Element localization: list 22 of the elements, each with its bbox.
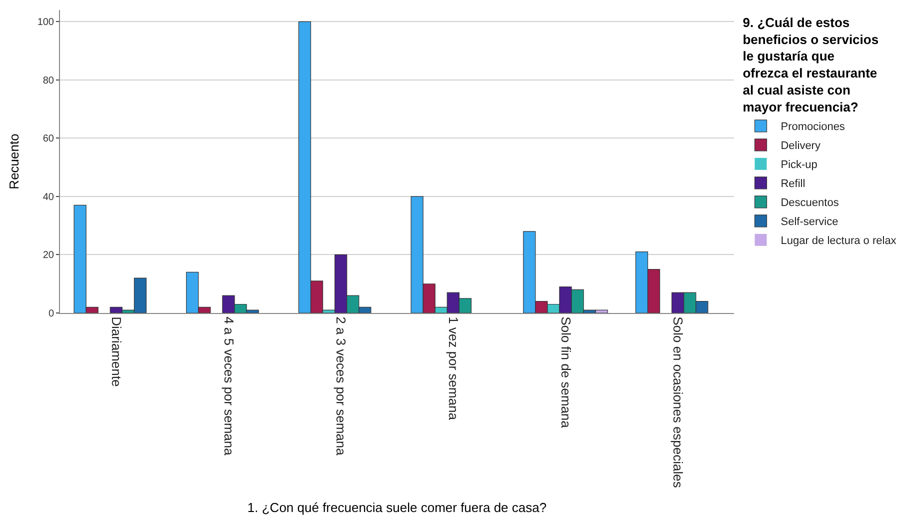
legend-title: 9. ¿Cuál de estos beneficios o servicios le gustaría que ofrezca el restaurante al cual asiste con mayor frecuencia?: [742, 14, 879, 114]
y-tick-label: 100: [37, 17, 54, 28]
legend-label: Lugar de lectura o relax: [780, 235, 897, 248]
legend-label: Descuentos: [780, 197, 840, 210]
legend-label: Delivery: [780, 140, 821, 152]
y-tick-label: 80: [42, 75, 54, 86]
legend-label: Pick-up: [780, 159, 818, 172]
y-tick-label: 40: [42, 192, 54, 203]
legend-label: Promociones: [780, 121, 846, 134]
y-axis-title: Recuento: [6, 134, 22, 190]
y-tick-label: 20: [42, 250, 54, 262]
x-tick-label: 1 vez por semana: [446, 316, 461, 421]
legend-label: Self-service: [780, 216, 838, 228]
y-tick-label: 0: [48, 308, 54, 320]
x-tick-label: Diariamente: [108, 316, 124, 387]
x-tick-label: Solo fin de semana: [558, 316, 574, 429]
legend-label: Refill: [780, 178, 806, 190]
x-tick-label: 4 a 5 veces por semana: [221, 316, 236, 456]
y-tick-label: 60: [42, 134, 54, 145]
x-tick-label: 2 a 3 veces por semana: [334, 316, 349, 456]
x-axis-title: 1. ¿Con qué frecuencia suele comer fuera de casa?: [247, 500, 547, 515]
x-tick-label: Solo en ocasiones especiales: [670, 316, 686, 488]
